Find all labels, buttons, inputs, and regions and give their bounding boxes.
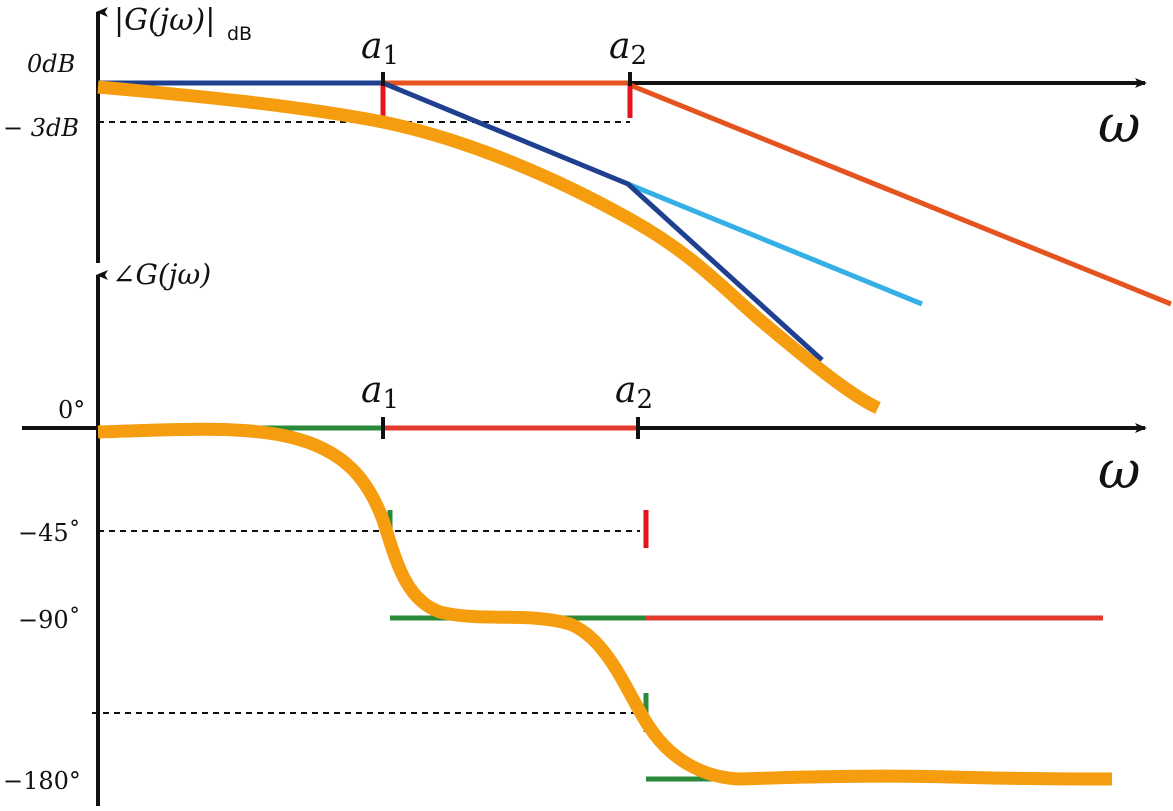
phase-plot: ∠G(jω) 0° −45˚ −90˚ −180° a1 a2 ω: [3, 258, 1147, 806]
tick-label-minus45: −45˚: [18, 519, 81, 547]
phase-x-label: ω: [1098, 441, 1140, 501]
magnitude-a2-label: a2: [609, 26, 647, 71]
tick-label-minus90: −90˚: [18, 606, 81, 634]
phase-a1-label: a1: [361, 370, 399, 415]
asymptote-second-pole-slope: [629, 82, 1172, 307]
magnitude-a1-label: a1: [361, 26, 399, 71]
asymptote-extension: [627, 181, 923, 307]
magnitude-exact-curve: [97, 80, 881, 414]
tick-label-0db: 0dB: [27, 50, 75, 78]
phase-a2-label: a2: [615, 370, 653, 415]
tick-label-0deg: 0°: [58, 396, 85, 424]
phase-exact-curve: [97, 422, 1113, 786]
magnitude-x-label: ω: [1098, 95, 1140, 155]
phase-y-label: ∠G(jω): [112, 258, 211, 291]
asymptote-combined: [98, 80, 824, 362]
magnitude-y-label-sub: dB: [227, 23, 252, 45]
tick-label-minus180: −180°: [3, 767, 81, 795]
magnitude-y-label: |G(jω)|: [114, 3, 215, 38]
magnitude-plot: |G(jω)| dB 0dB − 3dB a1 a2 ω: [3, 3, 1172, 414]
tick-label-minus3db: − 3dB: [3, 114, 79, 142]
